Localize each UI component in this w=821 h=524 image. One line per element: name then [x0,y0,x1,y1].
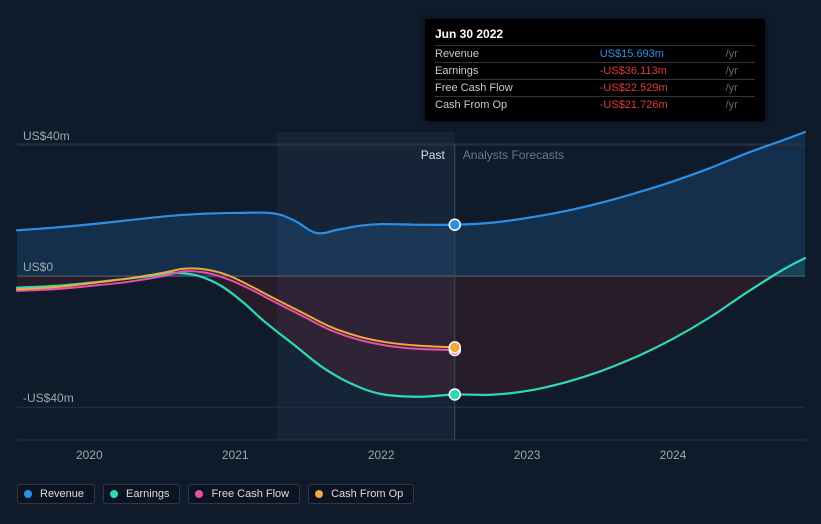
legend-item-earnings[interactable]: Earnings [103,484,180,504]
tooltip-row: RevenueUS$15.693m/yr [435,46,755,63]
tooltip-row-suffix: /yr [724,63,755,80]
tooltip-row-suffix: /yr [724,46,755,63]
tooltip-row-label: Cash From Op [435,97,600,114]
legend-dot-icon [315,490,323,498]
tooltip-row-label: Revenue [435,46,600,63]
x-tick-label: 2023 [514,448,541,462]
tooltip-table: RevenueUS$15.693m/yrEarnings-US$36.113m/… [435,45,755,113]
legend-item-cfo[interactable]: Cash From Op [308,484,414,504]
past-region-label: Past [421,148,445,162]
data-tooltip: Jun 30 2022 RevenueUS$15.693m/yrEarnings… [425,19,765,121]
tooltip-row: Free Cash Flow-US$22.529m/yr [435,80,755,97]
y-tick-label: US$0 [23,260,53,274]
tooltip-row-value: -US$21.726m [600,97,724,114]
tooltip-row-value: US$15.693m [600,46,724,63]
legend: Revenue Earnings Free Cash Flow Cash From O… [17,484,414,504]
legend-item-label: Free Cash Flow [211,488,289,500]
tooltip-row: Cash From Op-US$21.726m/yr [435,97,755,114]
tooltip-row-value: -US$36.113m [600,63,724,80]
legend-dot-icon [24,490,32,498]
legend-item-label: Revenue [40,488,84,500]
forecast-region-label: Analysts Forecasts [463,148,564,162]
tooltip-row-label: Free Cash Flow [435,80,600,97]
legend-item-label: Earnings [126,488,169,500]
tooltip-row: Earnings-US$36.113m/yr [435,63,755,80]
legend-dot-icon [110,490,118,498]
y-tick-label: US$40m [23,129,70,143]
legend-item-revenue[interactable]: Revenue [17,484,95,504]
legend-dot-icon [195,490,203,498]
x-tick-label: 2020 [76,448,103,462]
x-tick-label: 2022 [368,448,395,462]
y-tick-label: -US$40m [23,391,74,405]
tooltip-row-suffix: /yr [724,80,755,97]
tooltip-row-label: Earnings [435,63,600,80]
x-tick-label: 2024 [660,448,687,462]
financial-chart: US$40m US$0 -US$40m 2020 2021 2022 2023 2024 P… [0,0,821,524]
tooltip-date: Jun 30 2022 [435,25,755,45]
legend-item-fcf[interactable]: Free Cash Flow [188,484,300,504]
legend-item-label: Cash From Op [331,488,403,500]
x-tick-label: 2021 [222,448,249,462]
tooltip-row-suffix: /yr [724,97,755,114]
tooltip-row-value: -US$22.529m [600,80,724,97]
